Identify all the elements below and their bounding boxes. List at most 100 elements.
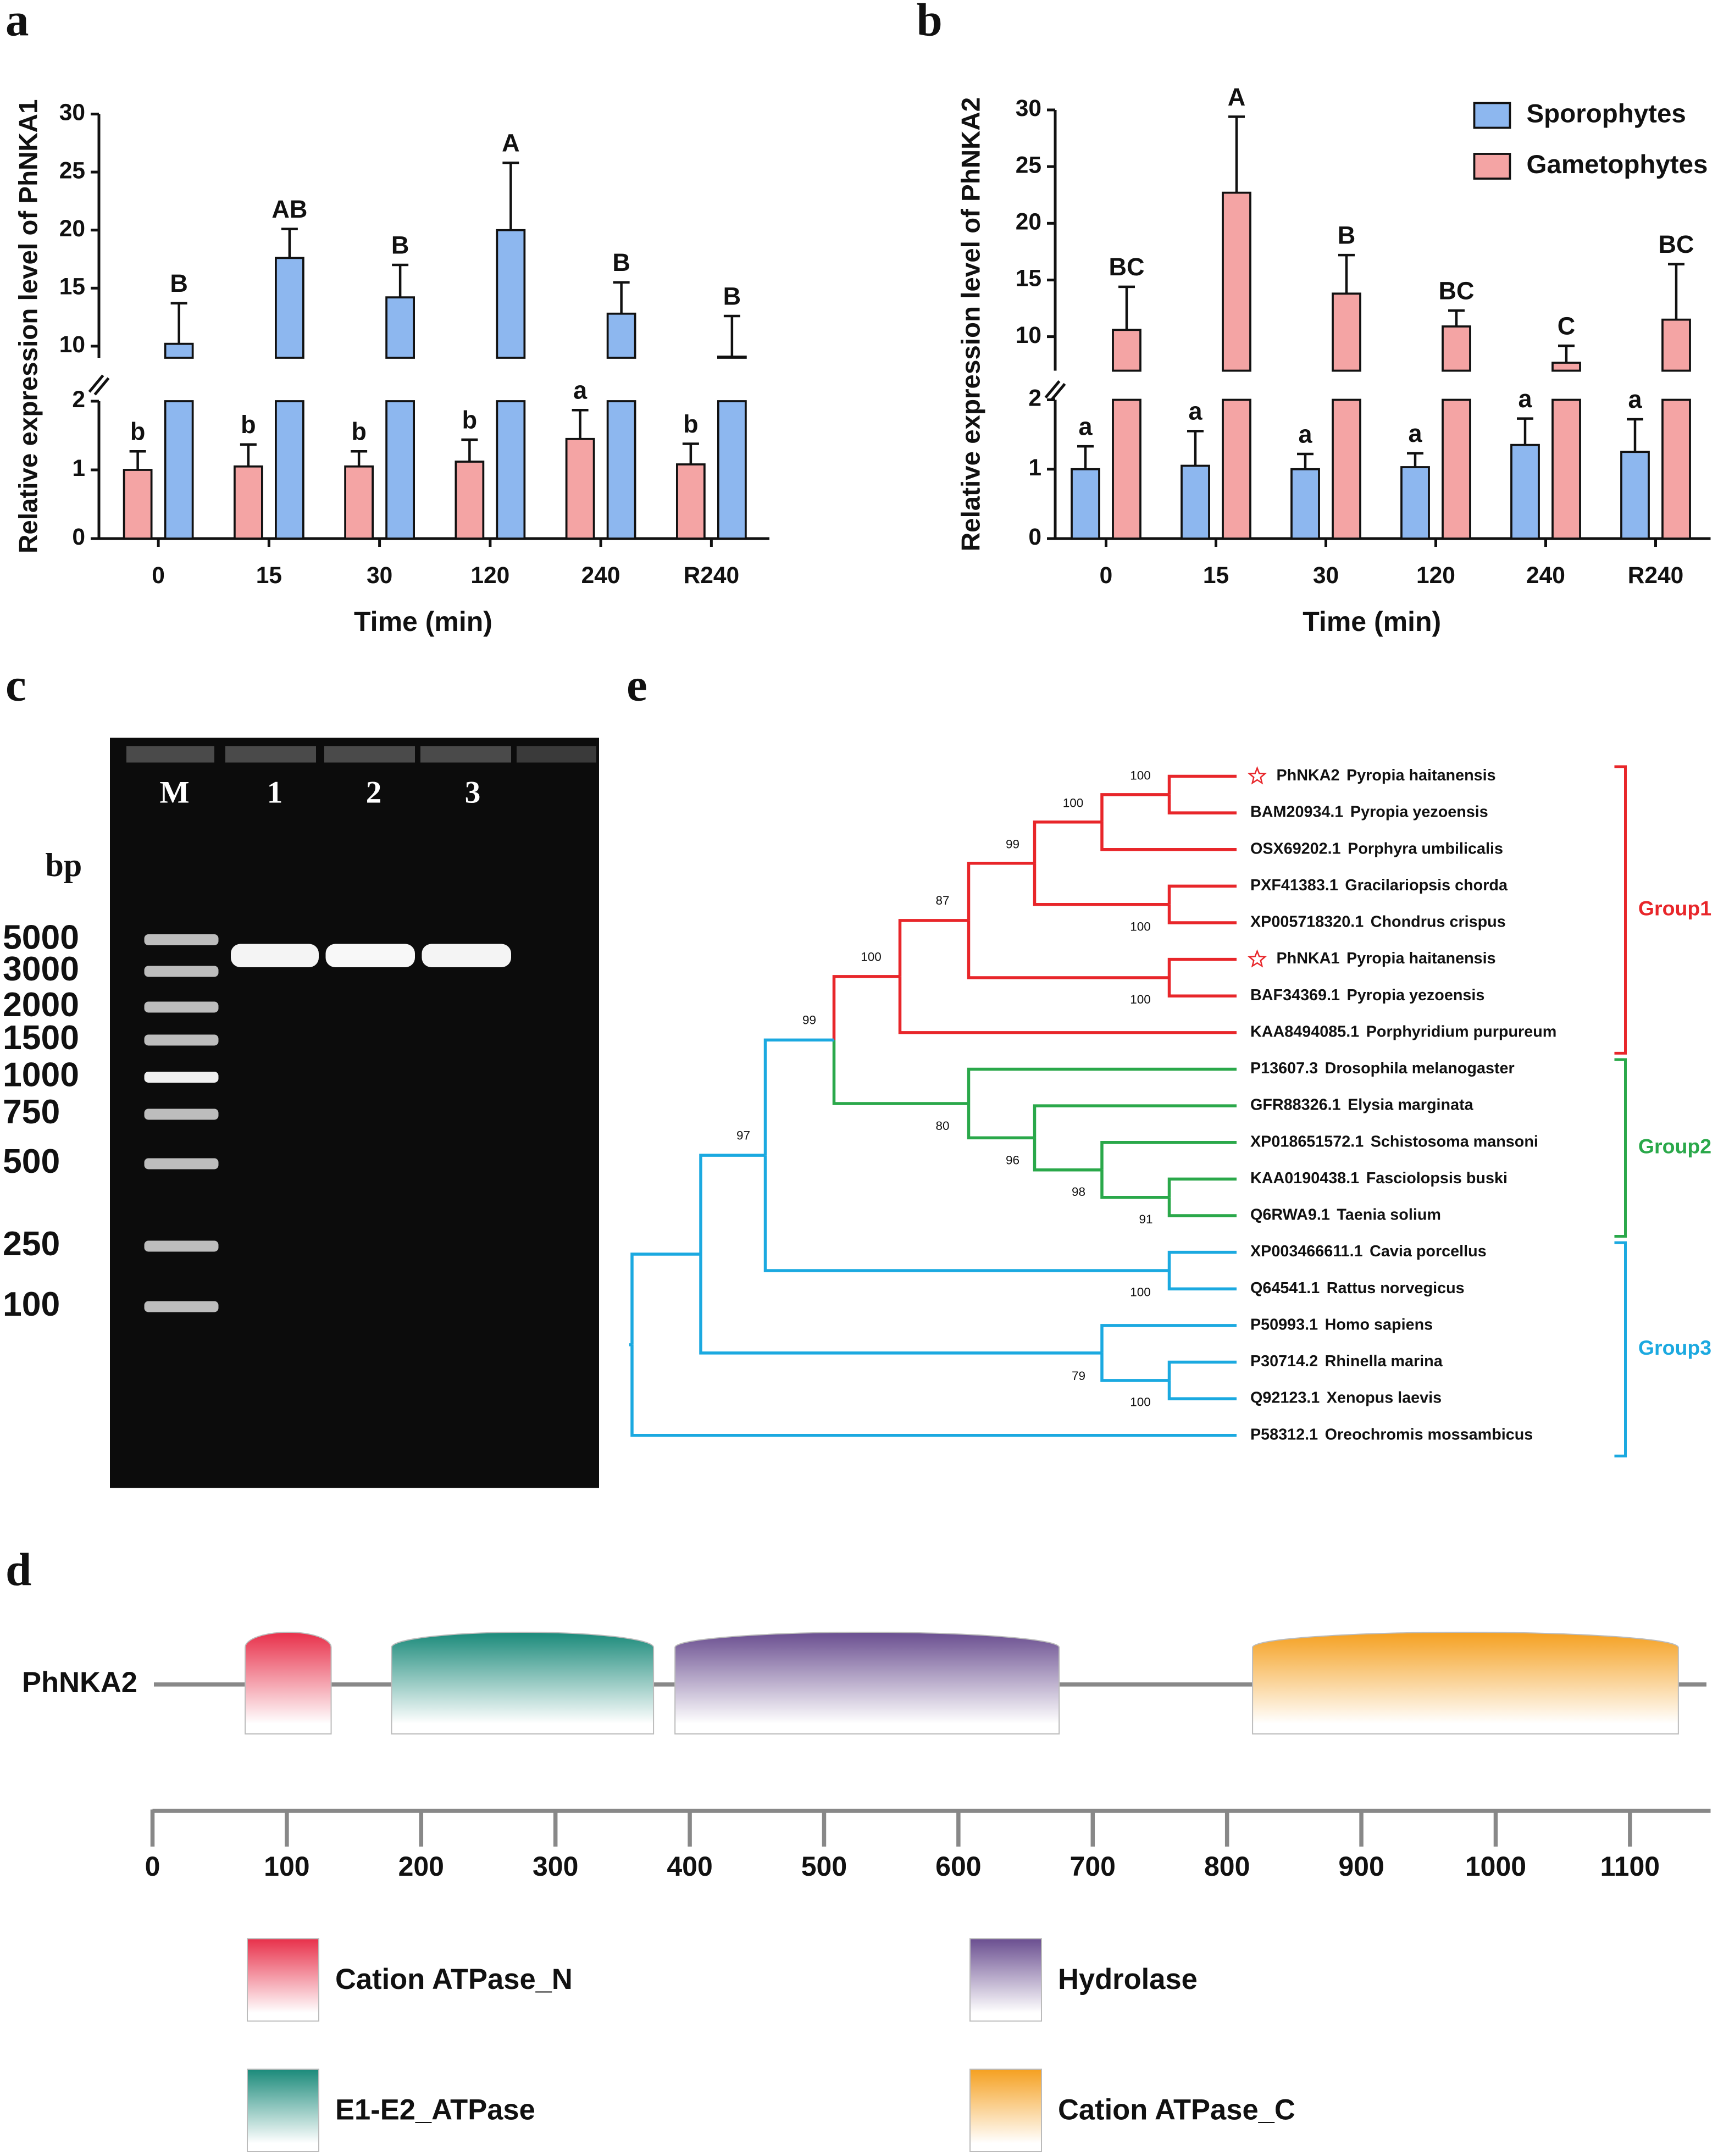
tree-branch bbox=[898, 919, 969, 977]
bootstrap-value: 97 bbox=[736, 1128, 750, 1142]
legend-swatch bbox=[246, 1938, 319, 2022]
ladder-band bbox=[144, 1301, 219, 1312]
tree-branch bbox=[1100, 1324, 1237, 1353]
taxon-species: Cavia porcellus bbox=[1370, 1243, 1487, 1260]
error-bar bbox=[1228, 115, 1245, 193]
significance-letter: A bbox=[502, 129, 520, 157]
marker-size-label: 5000 bbox=[3, 918, 79, 957]
x-tick-label: 1000 bbox=[1465, 1851, 1526, 1882]
protein-name: PhNKA2 bbox=[22, 1666, 137, 1699]
significance-letter: AB bbox=[271, 195, 307, 223]
bar bbox=[1332, 292, 1361, 540]
bootstrap-value: 99 bbox=[1006, 837, 1019, 851]
tree-branch bbox=[1033, 1138, 1102, 1172]
legend-swatch bbox=[1473, 153, 1511, 180]
x-tick-label: 0 bbox=[145, 1851, 160, 1882]
taxon-id: PhNKA2 bbox=[1277, 767, 1340, 784]
bar bbox=[164, 342, 194, 540]
taxon-id: P50993.1 bbox=[1250, 1316, 1318, 1333]
taxon-species: Drosophila melanogaster bbox=[1325, 1060, 1515, 1077]
gel-well bbox=[517, 746, 596, 763]
ladder-band bbox=[144, 934, 219, 946]
error-bar bbox=[461, 438, 478, 462]
x-axis-label: Time (min) bbox=[354, 606, 492, 637]
significance-letter: BC bbox=[1439, 277, 1475, 305]
error-bar bbox=[351, 450, 368, 467]
bootstrap-value: 98 bbox=[1072, 1185, 1085, 1199]
tree-branch bbox=[898, 976, 1237, 1034]
error-bar bbox=[1187, 430, 1204, 466]
significance-letter: BC bbox=[1109, 253, 1145, 281]
taxon-species: Pyropia haitanensis bbox=[1346, 950, 1496, 967]
taxon-species: Porphyridium purpureum bbox=[1366, 1023, 1557, 1040]
bar bbox=[717, 356, 747, 540]
taxon-id: Q64541.1 bbox=[1250, 1279, 1320, 1297]
significance-letter: b bbox=[351, 418, 367, 446]
bar bbox=[344, 465, 374, 540]
x-tick-label: 120 bbox=[1416, 563, 1455, 589]
error-bar bbox=[1338, 253, 1355, 294]
x-tick-label: 30 bbox=[367, 563, 392, 589]
x-tick-label: 400 bbox=[667, 1851, 712, 1882]
gel-well bbox=[126, 746, 214, 763]
group-bracket bbox=[1614, 1241, 1627, 1457]
y-tick-label: 20 bbox=[59, 216, 85, 242]
taxon-id: Q92123.1 bbox=[1250, 1389, 1320, 1407]
y-tick-label: 25 bbox=[59, 158, 85, 184]
taxon-species: Homo sapiens bbox=[1325, 1316, 1433, 1333]
x-tick-label: 15 bbox=[256, 563, 282, 589]
y-tick-label: 1 bbox=[1028, 455, 1041, 481]
taxon-id: XP005718320.1 bbox=[1250, 913, 1364, 931]
y-tick-label: 30 bbox=[59, 100, 85, 126]
domain bbox=[245, 1631, 332, 1735]
error-bar bbox=[281, 228, 298, 258]
tree-branch bbox=[1167, 1270, 1237, 1291]
taxon-id: Q6RWA9.1 bbox=[1250, 1206, 1330, 1224]
y-tick-label: 0 bbox=[1028, 524, 1041, 550]
bar bbox=[123, 469, 153, 540]
error-bar bbox=[129, 450, 146, 470]
tree-branch bbox=[1033, 863, 1170, 906]
bar bbox=[675, 463, 706, 540]
marker-size-label: 250 bbox=[3, 1224, 60, 1263]
bar bbox=[1661, 318, 1691, 540]
significance-letter: b bbox=[683, 410, 699, 438]
tree-branch bbox=[1167, 1360, 1237, 1381]
bar bbox=[1222, 191, 1251, 540]
significance-letter: B bbox=[1338, 221, 1356, 249]
marker-size-label: 2000 bbox=[3, 985, 79, 1024]
marker-size-label: 3000 bbox=[3, 950, 79, 988]
legend-label: Cation ATPase_N bbox=[335, 1963, 573, 1996]
x-tick-label: R240 bbox=[1628, 563, 1684, 589]
bar bbox=[274, 257, 304, 540]
tree-branch bbox=[1100, 1141, 1237, 1170]
significance-letter: a bbox=[1298, 420, 1312, 448]
error-bar bbox=[1296, 452, 1314, 469]
x-tick-label: 15 bbox=[1203, 563, 1229, 589]
bootstrap-value: 100 bbox=[1130, 993, 1151, 1006]
y-tick-label: 2 bbox=[72, 387, 85, 413]
taxon-id: BAF34369.1 bbox=[1250, 986, 1340, 1004]
lane-label: 3 bbox=[465, 775, 481, 810]
tree-branch bbox=[1167, 977, 1237, 998]
legend-label: Sporophytes bbox=[1527, 99, 1686, 129]
legend-label: Gametophytes bbox=[1527, 150, 1708, 179]
panel-label: d bbox=[5, 1544, 31, 1596]
legend-swatch bbox=[969, 1938, 1042, 2022]
tree-branch bbox=[967, 1103, 1035, 1140]
y-tick-label: 2 bbox=[1028, 386, 1041, 412]
taxon-species: Schistosoma mansoni bbox=[1371, 1133, 1538, 1150]
error-bar bbox=[613, 281, 630, 314]
bar bbox=[496, 229, 526, 540]
significance-letter: b bbox=[130, 418, 146, 446]
taxon-species: Gracilariopsis chorda bbox=[1345, 877, 1508, 894]
bar bbox=[1551, 362, 1581, 540]
significance-letter: BC bbox=[1659, 230, 1694, 258]
error-bar bbox=[1558, 344, 1575, 363]
taxon-id: GFR88326.1 bbox=[1250, 1096, 1341, 1114]
ladder-band bbox=[144, 1109, 219, 1120]
bar bbox=[1112, 329, 1141, 540]
significance-letter: a bbox=[573, 376, 588, 404]
gel-well bbox=[324, 746, 415, 763]
tree-branch bbox=[1167, 774, 1237, 795]
